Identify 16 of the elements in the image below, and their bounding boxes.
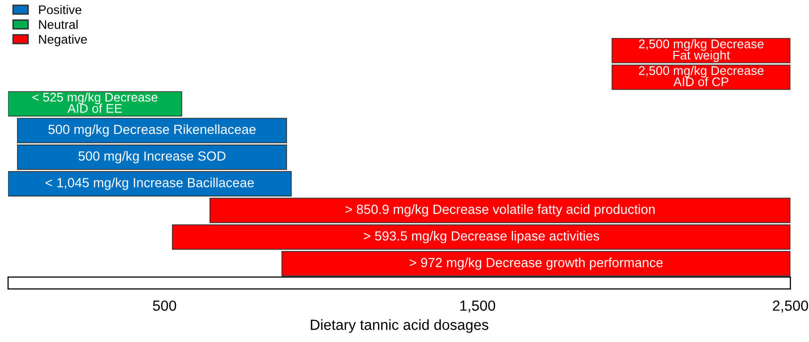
y-tick-label: 2,500 mg/kg Decrease AID of CP xyxy=(638,66,764,86)
y-tick-label: > 850.9 mg/kg Decrease volatile fatty acid production xyxy=(346,204,655,217)
x-tick-label: 1,500 xyxy=(460,300,496,313)
y-tick-label: > 593.5 mg/kg Decrease lipase activities xyxy=(364,230,600,244)
y-tick-label: 2,500 mg/kg Decrease Fat weight xyxy=(638,39,764,62)
legend-label: Positive xyxy=(39,5,82,14)
y-tick-label: > 972 mg/kg Decrease growth performance xyxy=(410,258,663,270)
legend-label: Neutral xyxy=(39,20,78,29)
y-tick-label: < 1,045 mg/kg Increase Bacillaceae xyxy=(46,178,254,190)
x-axis-title: Dietary tannic acid dosages xyxy=(310,319,488,333)
y-tick-label: 500 mg/kg Decrease Rikenellaceae xyxy=(48,124,256,137)
x-tick-label: 2,500 xyxy=(772,300,808,313)
y-tick-label: < 525 mg/kg Decrease AID of EE xyxy=(32,92,158,113)
x-tick-label: 500 xyxy=(152,300,176,311)
y-tick-label: 500 mg/kg Increase SOD xyxy=(78,151,226,164)
legend-label: Negative xyxy=(39,34,87,46)
